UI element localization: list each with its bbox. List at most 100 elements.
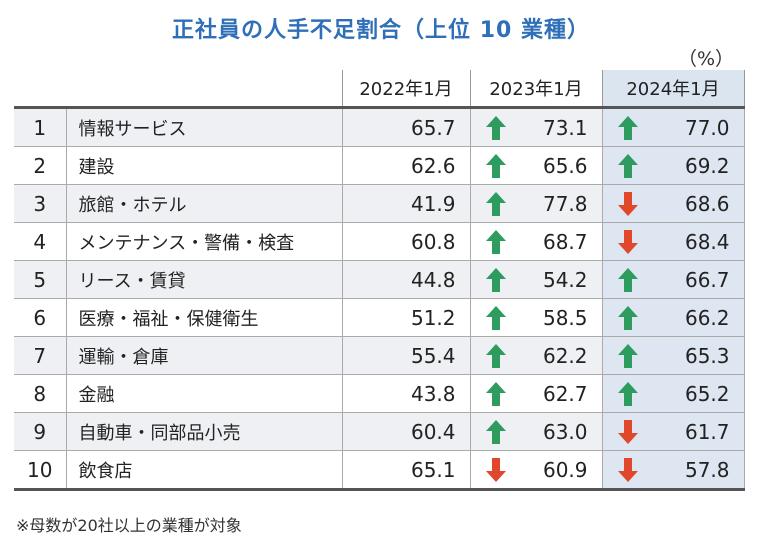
rank-cell: 1: [14, 107, 67, 147]
value-2024-wrap: 68.6: [603, 185, 730, 222]
value-2022-cell: 65.1: [341, 450, 470, 491]
rank-cell: 3: [14, 184, 67, 223]
value-2023: 68.7: [542, 229, 588, 254]
value-2024-wrap: 68.4: [603, 223, 730, 260]
table-row: 6 医療・福祉・保健衛生 51.2 58.5 66.2: [14, 298, 745, 337]
up-arrow-icon: [617, 267, 638, 292]
value-2024-cell: 69.2: [601, 146, 745, 185]
value-2023: 58.5: [542, 305, 588, 330]
industry-name-cell: 建設: [66, 146, 342, 185]
column-header-2022: 2022年1月: [341, 70, 470, 109]
rank-cell: 10: [14, 450, 67, 491]
table-body: 1 情報サービス 65.7 73.1 77.0 2 建設 62.6 65.6 69.2 3 旅館・ホテ…: [14, 107, 745, 491]
rank-cell: 2: [14, 146, 67, 185]
header-rank-blank: [14, 70, 66, 109]
value-2023-wrap: 58.5: [471, 299, 588, 336]
table-row: 9 自動車・同部品小売 60.4 63.0 61.7: [14, 412, 745, 451]
value-2023-cell: 58.5: [469, 298, 602, 337]
industry-name-cell: 旅館・ホテル: [66, 184, 342, 223]
value-2023-cell: 62.2: [469, 336, 602, 375]
up-arrow-icon: [485, 305, 506, 330]
value-2022-cell: 51.2: [341, 298, 470, 337]
value-2023-wrap: 77.8: [471, 185, 588, 222]
value-2024-cell: 65.3: [601, 336, 745, 375]
value-2024-wrap: 57.8: [603, 451, 730, 488]
value-2024-cell: 66.7: [601, 260, 745, 299]
footnote: ※母数が20社以上の業種が対象: [16, 516, 242, 535]
value-2023: 65.6: [542, 153, 588, 178]
up-arrow-icon: [617, 115, 638, 140]
column-header-2024: 2024年1月: [601, 70, 745, 109]
value-2023-wrap: 54.2: [471, 261, 588, 298]
value-2024-wrap: 69.2: [603, 147, 730, 184]
up-arrow-icon: [485, 153, 506, 178]
up-arrow-icon: [485, 343, 506, 368]
value-2022-cell: 60.4: [341, 412, 470, 451]
value-2023-cell: 68.7: [469, 222, 602, 261]
value-2023: 63.0: [542, 419, 588, 444]
header-name-blank: [66, 70, 342, 109]
up-arrow-icon: [485, 419, 506, 444]
table-row: 3 旅館・ホテル 41.9 77.8 68.6: [14, 184, 745, 223]
value-2022-cell: 62.6: [341, 146, 470, 185]
rank-cell: 6: [14, 298, 67, 337]
down-arrow-icon: [617, 419, 638, 444]
up-arrow-icon: [617, 381, 638, 406]
value-2023-wrap: 73.1: [471, 109, 588, 146]
table-row: 1 情報サービス 65.7 73.1 77.0: [14, 107, 745, 147]
value-2024-cell: 68.4: [601, 222, 745, 261]
value-2024: 57.8: [684, 457, 730, 482]
value-2024-wrap: 65.3: [603, 337, 730, 374]
value-2023-cell: 73.1: [469, 107, 602, 147]
value-2023: 54.2: [542, 267, 588, 292]
table-row: 2 建設 62.6 65.6 69.2: [14, 146, 745, 185]
up-arrow-icon: [485, 229, 506, 254]
value-2023-cell: 60.9: [469, 450, 602, 491]
up-arrow-icon: [485, 267, 506, 292]
value-2024: 77.0: [684, 115, 730, 140]
value-2024-cell: 61.7: [601, 412, 745, 451]
value-2024: 65.3: [684, 343, 730, 368]
table-row: 4 メンテナンス・警備・検査 60.8 68.7 68.4: [14, 222, 745, 261]
value-2024: 68.6: [684, 191, 730, 216]
down-arrow-icon: [617, 191, 638, 216]
industry-name-cell: 運輸・倉庫: [66, 336, 342, 375]
value-2024: 65.2: [684, 381, 730, 406]
up-arrow-icon: [617, 305, 638, 330]
value-2022-cell: 43.8: [341, 374, 470, 413]
value-2024-wrap: 61.7: [603, 413, 730, 450]
value-2023-cell: 77.8: [469, 184, 602, 223]
value-2023-wrap: 62.2: [471, 337, 588, 374]
rank-cell: 9: [14, 412, 67, 451]
down-arrow-icon: [485, 457, 506, 482]
industry-name-cell: メンテナンス・警備・検査: [66, 222, 342, 261]
value-2024: 66.7: [684, 267, 730, 292]
column-header-2023: 2023年1月: [469, 70, 602, 109]
rank-cell: 5: [14, 260, 67, 299]
value-2023: 73.1: [542, 115, 588, 140]
value-2024-wrap: 66.7: [603, 261, 730, 298]
industry-name-cell: 飲食店: [66, 450, 342, 491]
up-arrow-icon: [617, 343, 638, 368]
industry-name-cell: 金融: [66, 374, 342, 413]
industry-name-cell: リース・賃貸: [66, 260, 342, 299]
unit-label: （%）: [677, 48, 734, 70]
value-2024-cell: 66.2: [601, 298, 745, 337]
value-2024-wrap: 66.2: [603, 299, 730, 336]
value-2023: 60.9: [542, 457, 588, 482]
table-row: 8 金融 43.8 62.7 65.2: [14, 374, 745, 413]
value-2023-wrap: 62.7: [471, 375, 588, 412]
rank-cell: 8: [14, 374, 67, 413]
down-arrow-icon: [617, 457, 638, 482]
up-arrow-icon: [617, 153, 638, 178]
value-2022-cell: 41.9: [341, 184, 470, 223]
value-2024-wrap: 65.2: [603, 375, 730, 412]
industry-name-cell: 情報サービス: [66, 107, 342, 147]
value-2023-cell: 54.2: [469, 260, 602, 299]
value-2024: 68.4: [684, 229, 730, 254]
up-arrow-icon: [485, 115, 506, 140]
value-2024-cell: 68.6: [601, 184, 745, 223]
table-row: 10 飲食店 65.1 60.9 57.8: [14, 450, 745, 491]
value-2024-cell: 65.2: [601, 374, 745, 413]
value-2023-cell: 63.0: [469, 412, 602, 451]
